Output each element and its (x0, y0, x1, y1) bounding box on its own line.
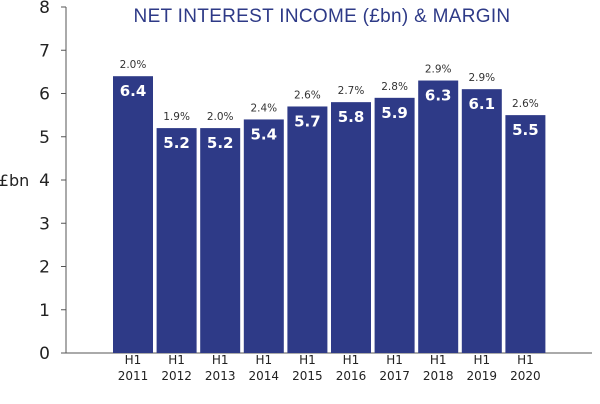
bar (418, 80, 459, 354)
bar (113, 76, 153, 353)
x-tick-label-period: H1 (125, 353, 142, 367)
bar-value-label: 5.2 (207, 134, 234, 152)
x-tick-label-year: 2020 (510, 369, 541, 383)
bar-value-label: 5.4 (251, 125, 278, 143)
bar (156, 128, 197, 353)
bar-value-label: 5.5 (512, 121, 539, 139)
x-tick-label-period: H1 (343, 353, 360, 367)
y-tick-label: 3 (39, 214, 50, 234)
y-tick-label: 2 (39, 258, 50, 278)
x-tick-label-year: 2012 (161, 369, 192, 383)
margin-label: 1.9% (163, 111, 190, 123)
x-tick-label-period: H1 (386, 353, 403, 367)
x-tick-label-period: H1 (212, 353, 229, 367)
y-tick-label: 0 (39, 344, 50, 364)
x-tick-label-year: 2011 (118, 369, 149, 383)
bar-value-label: 6.4 (120, 82, 147, 100)
bar (243, 119, 284, 353)
bar-value-label: 5.2 (163, 134, 190, 152)
axes: 0 1 2 3 4 5 6 7 8 (39, 0, 592, 364)
bars: 6.4 2.0% 5.2 1.9% 5.2 2.0% 5.4 2.4% 5.7 2.6% 5.8 2.… (113, 59, 546, 354)
margin-label: 2.6% (512, 98, 539, 110)
margin-label: 2.6% (294, 89, 321, 101)
margin-label: 2.4% (250, 102, 277, 114)
x-tick-label-period: H1 (299, 353, 316, 367)
margin-label: 2.7% (338, 85, 365, 97)
margin-label: 2.9% (468, 72, 495, 84)
bar (374, 97, 415, 353)
margin-label: 2.0% (120, 59, 147, 71)
y-tick-label: 5 (39, 128, 50, 148)
bar-value-label: 6.1 (469, 95, 496, 113)
bar (331, 102, 371, 354)
x-tick-label-period: H1 (255, 353, 272, 367)
x-tick-label-year: 2013 (205, 369, 236, 383)
bar (505, 115, 546, 353)
x-tick-label-period: H1 (473, 353, 490, 367)
x-tick-label-year: 2017 (379, 369, 410, 383)
chart-title: NET INTEREST INCOME (£bn) & MARGIN (134, 6, 511, 27)
bar-value-label: 5.9 (381, 104, 408, 122)
x-tick-labels: H1 2011 H1 2012 H1 2013 H1 2014 H1 2015 H1 2016 H1 20… (118, 353, 541, 383)
x-tick-label-period: H1 (168, 353, 185, 367)
bar-value-label: 6.3 (425, 87, 452, 105)
y-tick-label: 4 (39, 171, 50, 191)
x-tick-label-year: 2019 (467, 369, 498, 383)
y-tick-label: 7 (39, 41, 50, 61)
bar-value-label: 5.7 (294, 112, 321, 130)
y-tick-label: 1 (39, 301, 50, 321)
margin-label: 2.8% (381, 81, 408, 93)
y-tick-label: 6 (39, 85, 50, 105)
y-tick-label: 8 (39, 0, 50, 18)
x-tick-label-year: 2018 (423, 369, 454, 383)
margin-label: 2.0% (207, 111, 234, 123)
bar (200, 128, 241, 353)
bar-value-label: 5.8 (338, 108, 365, 126)
x-tick-label-year: 2016 (336, 369, 367, 383)
bar (461, 89, 502, 354)
x-tick-label-year: 2015 (292, 369, 323, 383)
bar (287, 106, 328, 353)
x-tick-label-period: H1 (517, 353, 534, 367)
y-axis-label: £bn (0, 171, 29, 190)
margin-label: 2.9% (425, 64, 452, 76)
x-tick-label-period: H1 (430, 353, 447, 367)
x-tick-label-year: 2014 (249, 369, 280, 383)
